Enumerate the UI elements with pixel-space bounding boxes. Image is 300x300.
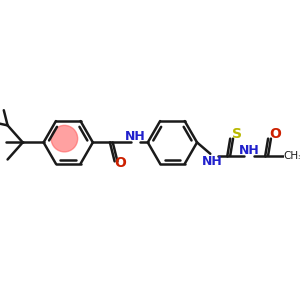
Text: CH₃: CH₃ [283, 151, 300, 161]
Text: O: O [269, 127, 281, 141]
Text: NH: NH [239, 143, 260, 157]
Text: O: O [114, 156, 126, 170]
Circle shape [51, 125, 78, 152]
Text: NH: NH [125, 130, 146, 143]
Text: NH: NH [202, 155, 223, 168]
Text: S: S [232, 127, 242, 141]
